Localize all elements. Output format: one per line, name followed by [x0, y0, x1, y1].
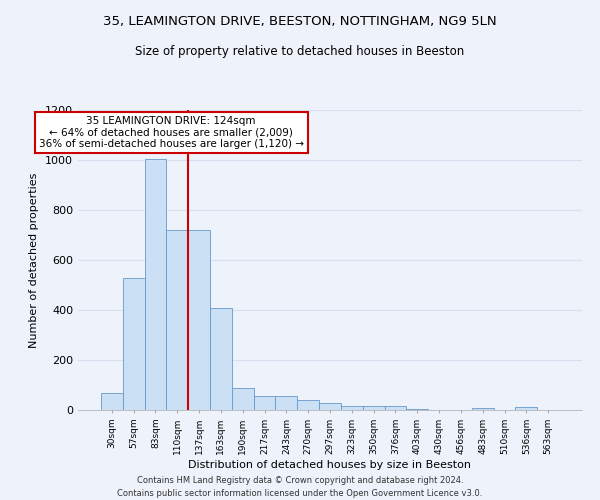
- Text: 35 LEAMINGTON DRIVE: 124sqm
← 64% of detached houses are smaller (2,009)
36% of : 35 LEAMINGTON DRIVE: 124sqm ← 64% of det…: [39, 116, 304, 149]
- Text: 35, LEAMINGTON DRIVE, BEESTON, NOTTINGHAM, NG9 5LN: 35, LEAMINGTON DRIVE, BEESTON, NOTTINGHA…: [103, 15, 497, 28]
- Bar: [101, 393, 123, 410]
- X-axis label: Distribution of detached houses by size in Beeston: Distribution of detached houses by size …: [188, 460, 472, 469]
- Bar: [385, 406, 406, 410]
- Bar: [341, 406, 363, 410]
- Bar: [145, 159, 166, 410]
- Bar: [319, 402, 341, 410]
- Bar: [166, 230, 188, 410]
- Bar: [232, 388, 254, 410]
- Bar: [254, 396, 275, 410]
- Y-axis label: Number of detached properties: Number of detached properties: [29, 172, 40, 348]
- Text: Contains HM Land Registry data © Crown copyright and database right 2024.
Contai: Contains HM Land Registry data © Crown c…: [118, 476, 482, 498]
- Bar: [210, 308, 232, 410]
- Bar: [515, 407, 537, 410]
- Bar: [188, 230, 210, 410]
- Bar: [123, 278, 145, 410]
- Bar: [363, 406, 385, 410]
- Text: Size of property relative to detached houses in Beeston: Size of property relative to detached ho…: [136, 45, 464, 58]
- Bar: [275, 396, 297, 410]
- Bar: [297, 400, 319, 410]
- Bar: [472, 408, 494, 410]
- Bar: [406, 409, 428, 410]
